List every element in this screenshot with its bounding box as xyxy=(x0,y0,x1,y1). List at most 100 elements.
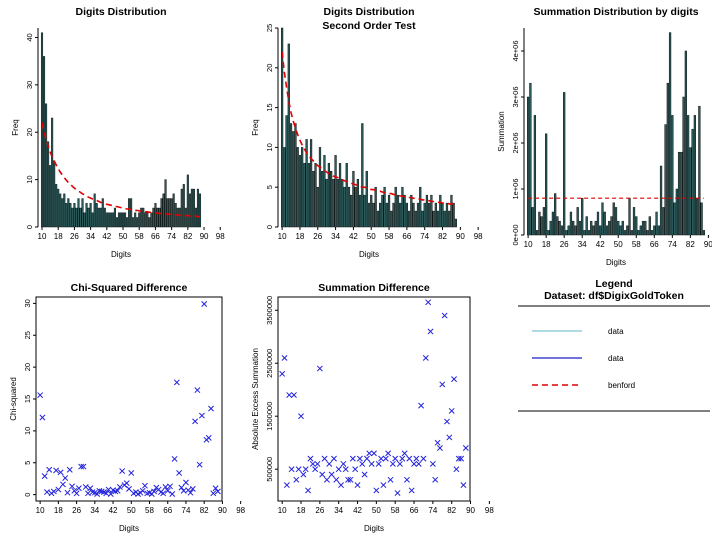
point-stroke xyxy=(326,460,333,467)
bar-digit-22 xyxy=(554,193,557,236)
bar-digit-63 xyxy=(399,202,402,228)
bar-digit-79 xyxy=(180,188,183,228)
x-tick-label: 50 xyxy=(119,232,128,241)
point-digit-76 xyxy=(187,489,194,496)
point-digit-80 xyxy=(196,461,203,468)
y-tick-label: 30 xyxy=(25,81,34,89)
y-axis-label: Freq xyxy=(11,119,20,135)
bar-digit-57 xyxy=(632,207,636,236)
point-stroke xyxy=(167,483,173,490)
bar-digit-42 xyxy=(352,171,355,228)
x-axis-label: Digits xyxy=(606,258,626,267)
y-tick-label: 1e+06 xyxy=(511,178,520,199)
point-digit-26 xyxy=(316,365,323,372)
bar-digit-50 xyxy=(370,194,373,228)
point-stroke xyxy=(189,485,196,492)
point-digit-86 xyxy=(458,455,465,462)
x-tick-label: 42 xyxy=(102,232,111,241)
bar-digit-36 xyxy=(338,163,342,228)
bar-digit-22 xyxy=(65,203,68,228)
bar-digit-12 xyxy=(531,207,534,236)
bar-digit-33 xyxy=(332,178,335,228)
legend-label-data-dark: data xyxy=(608,354,624,363)
point-stroke xyxy=(214,488,221,495)
bar-digit-71 xyxy=(664,124,667,236)
point-digit-23 xyxy=(66,466,73,473)
point-digit-28 xyxy=(78,463,85,470)
bar-digit-15 xyxy=(292,131,295,228)
point-digit-68 xyxy=(415,460,422,467)
legend-subtitle: Dataset: df$DigixGoldToken xyxy=(544,290,684,302)
bar-digit-39 xyxy=(592,225,595,236)
bar-digit-73 xyxy=(168,198,171,228)
bar-digit-12 xyxy=(45,103,48,228)
bar-digit-58 xyxy=(635,216,638,236)
bar-digit-16 xyxy=(540,216,543,236)
bar-digit-81 xyxy=(439,194,442,228)
bar-digit-42 xyxy=(599,225,602,236)
bar-digit-24 xyxy=(69,203,72,228)
point-digit-84 xyxy=(453,466,460,473)
x-tick-label: 58 xyxy=(391,506,400,515)
y-tick-label: 20 xyxy=(265,64,274,72)
bar-digit-37 xyxy=(587,230,591,236)
plot-frame xyxy=(277,296,471,502)
bar-digit-17 xyxy=(296,147,299,228)
point-digit-19 xyxy=(57,469,64,476)
panel-p2: Digits Distribution Second Order Test 0 5 10… xyxy=(251,6,483,259)
point-digit-48 xyxy=(368,460,375,467)
bar-digit-50 xyxy=(617,220,620,236)
bar-digit-59 xyxy=(390,210,393,228)
bar-digit-55 xyxy=(381,194,384,228)
point-digit-57 xyxy=(389,460,396,467)
point-stroke xyxy=(171,455,178,462)
point-stroke xyxy=(89,489,96,496)
point-digit-76 xyxy=(434,439,441,446)
x-tick-label: 98 xyxy=(236,506,245,515)
point-digit-42 xyxy=(354,482,361,489)
bar-digit-72 xyxy=(666,82,669,236)
point-digit-37 xyxy=(342,466,349,473)
bar-digit-20 xyxy=(61,198,64,228)
point-digit-87 xyxy=(212,485,219,492)
bar-digit-76 xyxy=(675,188,678,236)
point-digit-33 xyxy=(333,476,340,483)
point-digit-82 xyxy=(448,407,455,414)
bar-digit-59 xyxy=(637,230,640,236)
bar-digit-19 xyxy=(59,193,62,228)
bar-digit-13 xyxy=(47,141,50,228)
point-stroke xyxy=(338,482,344,489)
point-stroke xyxy=(314,460,321,467)
point-digit-47 xyxy=(366,450,373,457)
point-stroke xyxy=(128,469,135,476)
bar-digit-68 xyxy=(657,225,660,236)
bar-digit-82 xyxy=(186,174,189,228)
bar-digit-46 xyxy=(608,220,611,236)
legend-title: Legend xyxy=(595,278,632,290)
point-stroke xyxy=(429,460,436,467)
point-digit-82 xyxy=(201,301,208,307)
bar-digit-56 xyxy=(630,230,633,236)
y-tick-label: 10 xyxy=(23,427,32,435)
x-axis-label: Digits xyxy=(119,524,139,533)
bar-digit-83 xyxy=(188,193,191,228)
point-stroke xyxy=(451,376,458,383)
benford-curve xyxy=(41,122,200,218)
bar-digit-27 xyxy=(565,230,568,236)
bar-digit-79 xyxy=(682,96,685,236)
bar-digit-77 xyxy=(430,194,433,228)
chart-title: Summation Distribution by digits xyxy=(533,6,698,18)
bar-digit-87 xyxy=(700,202,703,236)
point-stroke xyxy=(439,381,446,388)
bar-digit-88 xyxy=(198,193,202,228)
bar-digit-53 xyxy=(623,230,627,236)
point-stroke xyxy=(205,434,212,441)
point-stroke xyxy=(173,379,180,386)
point-digit-63 xyxy=(404,476,410,483)
bar-digit-71 xyxy=(416,202,420,228)
bar-digit-60 xyxy=(639,225,642,236)
point-stroke xyxy=(380,482,387,489)
bar-digit-88 xyxy=(702,230,706,236)
x-tick-label: 26 xyxy=(313,232,322,241)
